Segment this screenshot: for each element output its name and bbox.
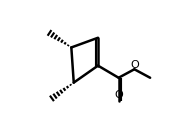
Text: O: O bbox=[131, 60, 139, 70]
Text: O: O bbox=[114, 90, 123, 100]
